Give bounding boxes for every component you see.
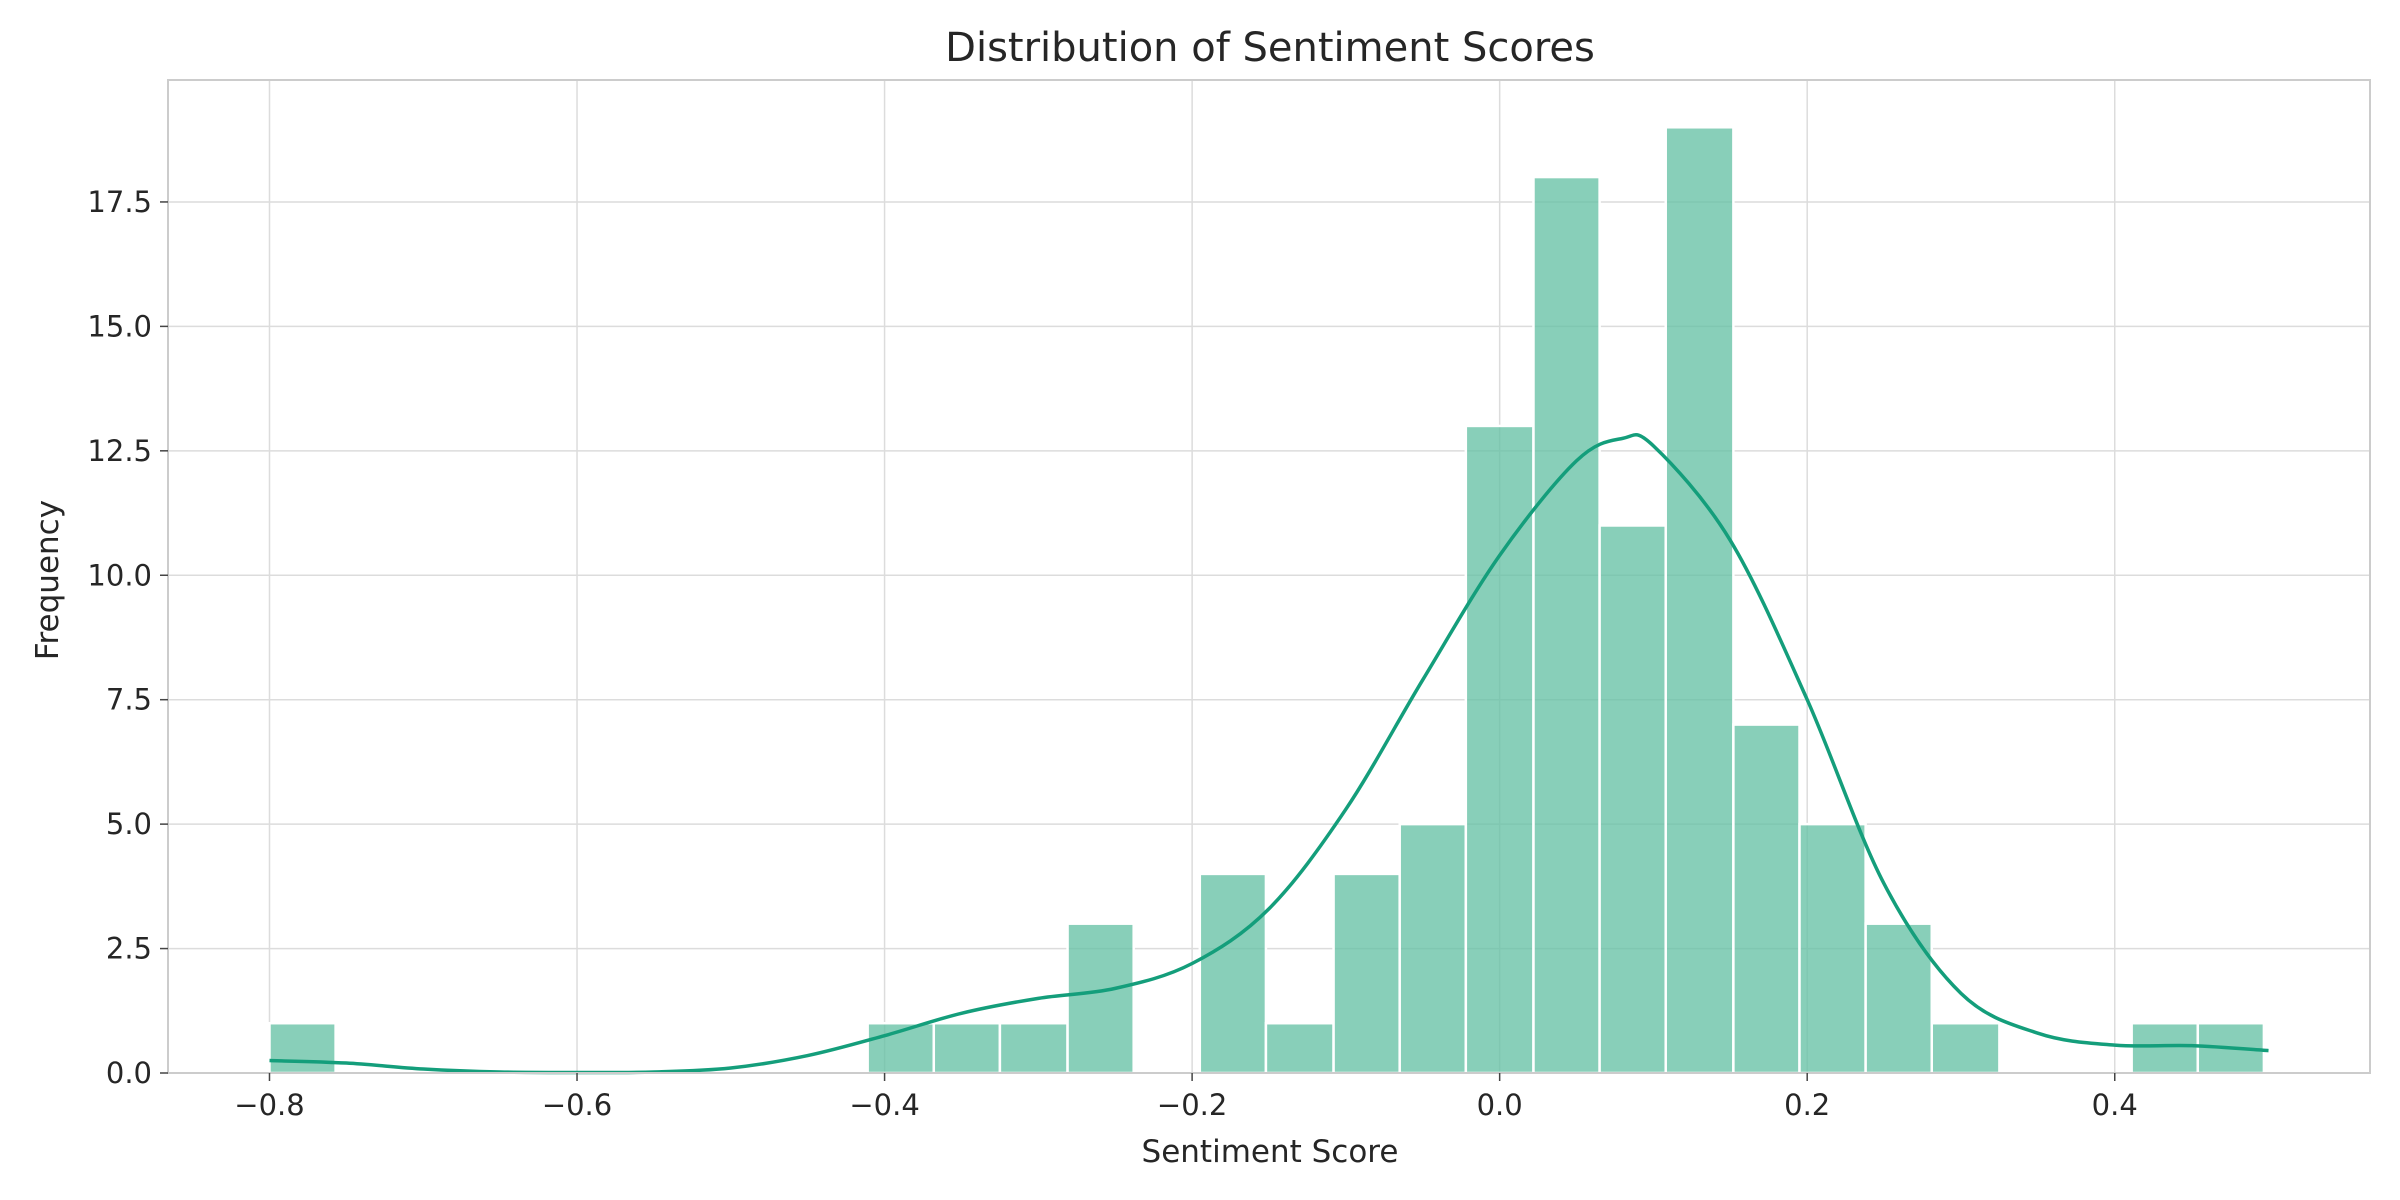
histogram-bar-4	[1066, 922, 1135, 1075]
histogram-bar-10	[1532, 175, 1601, 1075]
histogram-bar-8	[1398, 822, 1468, 1075]
y-tick-label-2: 5.0	[106, 807, 152, 841]
histogram-bar-15	[1864, 922, 1934, 1075]
grid-lines	[168, 80, 2370, 1074]
histogram-bar-6	[1264, 1021, 1335, 1075]
histogram-bar-14	[1798, 822, 1867, 1075]
histogram-bars	[268, 126, 2266, 1075]
histogram-bar-5	[1198, 872, 1268, 1075]
x-tick-label-4: 0.0	[1477, 1088, 1523, 1122]
x-axis-ticks: −0.8 −0.6 −0.4 −0.2 0.0 0.2 0.4	[234, 1073, 2138, 1122]
histogram-bar-17	[2130, 1021, 2200, 1075]
y-axis-label: Frequency	[30, 500, 66, 660]
y-tick-label-5: 12.5	[87, 434, 152, 468]
x-axis-label: Sentiment Score	[1142, 1134, 1399, 1170]
x-tick-label-6: 0.4	[2092, 1088, 2138, 1122]
y-tick-label-0: 0.0	[106, 1056, 152, 1090]
y-tick-label-1: 2.5	[106, 932, 152, 966]
y-tick-label-4: 10.0	[87, 558, 152, 592]
x-tick-label-1: −0.6	[542, 1088, 612, 1122]
histogram-bar-3	[998, 1021, 1069, 1075]
plot-frame	[167, 79, 2371, 1074]
histogram-bar-11	[1598, 524, 1667, 1075]
histogram-bar-16	[1930, 1021, 2001, 1075]
histogram-bar-13	[1732, 723, 1801, 1075]
x-tick-label-5: 0.2	[1784, 1088, 1830, 1122]
chart-title: Distribution of Sentiment Scores	[945, 25, 1595, 71]
histogram-bar-12	[1664, 126, 1735, 1075]
y-tick-label-3: 7.5	[106, 683, 152, 717]
histogram-bar-2	[932, 1021, 1002, 1075]
y-tick-label-6: 15.0	[87, 309, 152, 343]
histogram-bar-0	[268, 1021, 337, 1075]
x-tick-label-2: −0.4	[849, 1088, 919, 1122]
y-tick-label-7: 17.5	[87, 185, 152, 219]
x-tick-label-3: −0.2	[1157, 1088, 1227, 1122]
y-axis-ticks: 0.0 2.5 5.0 7.5 10.0 12.5 15.0 17.5	[87, 185, 168, 1090]
histogram-bar-7	[1332, 872, 1401, 1075]
x-tick-label-0: −0.8	[234, 1088, 304, 1122]
kde-curve	[269, 433, 2269, 1075]
